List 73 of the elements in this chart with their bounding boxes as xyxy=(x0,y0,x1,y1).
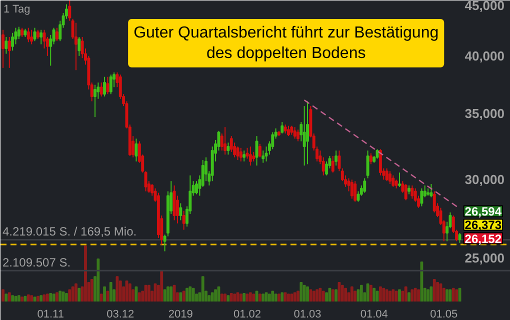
x-tick-label: 01.04 xyxy=(360,308,388,320)
candlestick xyxy=(11,32,14,52)
candlestick xyxy=(432,190,436,213)
candlestick xyxy=(280,122,284,134)
y-tick-label: 30,000 xyxy=(464,172,505,188)
y-tick-label: 35,000 xyxy=(464,106,505,121)
candlestick xyxy=(242,150,246,162)
candlestick xyxy=(350,179,354,200)
y-tick-label: 45,000 xyxy=(464,0,505,13)
candlestick xyxy=(176,195,179,224)
candlestick xyxy=(20,27,24,38)
candlestick xyxy=(8,36,11,68)
candlestick xyxy=(30,29,34,45)
candlestick xyxy=(420,188,424,207)
candlestick xyxy=(296,129,300,142)
candlestick xyxy=(430,183,433,198)
text: Guter Quartalsbericht führt zur Bestätigung des doppelten Bodens xyxy=(134,24,439,62)
candlestick xyxy=(26,27,30,43)
text: 26,152 xyxy=(464,232,502,246)
candlestick xyxy=(458,232,462,244)
candlestick xyxy=(226,142,230,156)
candlestick xyxy=(78,36,81,56)
candlestick xyxy=(40,29,43,45)
candlestick xyxy=(258,143,262,158)
candlestick xyxy=(2,29,5,68)
candlestick xyxy=(17,26,20,40)
candlestick xyxy=(363,178,366,194)
text: 26,373 xyxy=(464,218,502,232)
x-tick-label: 01.02 xyxy=(233,308,262,320)
candlestick xyxy=(179,202,182,221)
ref-line-label: 4.219.015 S. / 169,5 Mio. xyxy=(2,224,137,239)
candlestick xyxy=(248,146,252,166)
candlestick xyxy=(366,150,370,179)
candlestick xyxy=(334,150,338,166)
candlestick xyxy=(109,74,112,95)
candlestick xyxy=(252,151,256,162)
candlestick xyxy=(182,210,186,230)
candlestick xyxy=(376,148,379,160)
candlestick xyxy=(255,136,258,166)
ref-line-label: 2.109.507 S. xyxy=(2,256,71,270)
candlestick xyxy=(106,76,110,95)
candlestick xyxy=(293,126,296,140)
candlestick xyxy=(378,148,382,176)
x-tick-label: 03.12 xyxy=(106,308,134,320)
text: 26,594 xyxy=(464,204,502,219)
candlestick xyxy=(331,155,334,174)
candlestick xyxy=(36,29,40,40)
chart-subtitle: 1 Tag xyxy=(4,4,30,16)
candlestick xyxy=(94,84,96,118)
y-tick-label: 40,000 xyxy=(464,48,505,64)
candlestick xyxy=(410,184,414,200)
candlestick xyxy=(100,82,103,97)
candlestick xyxy=(4,36,8,54)
candlestick xyxy=(224,126,227,156)
candlestick xyxy=(287,125,290,137)
candlestick xyxy=(354,180,357,202)
candlestick xyxy=(392,174,395,188)
candlestick xyxy=(404,183,408,201)
x-tick-label: 2019 xyxy=(168,308,193,320)
candlestick xyxy=(369,152,372,165)
candlestick xyxy=(55,27,58,42)
x-tick-label: 01.05 xyxy=(430,308,458,320)
candlestick xyxy=(262,150,265,164)
candlestick xyxy=(74,22,78,71)
x-tick-label: 01.11 xyxy=(37,308,64,320)
x-tick-label: 01.03 xyxy=(294,308,322,320)
candlestick xyxy=(103,76,106,97)
candlestick xyxy=(306,100,309,165)
candlestick xyxy=(388,170,392,184)
candlestick xyxy=(239,147,242,162)
candlestick xyxy=(398,172,401,188)
candlestick xyxy=(385,168,388,182)
y-tick-label: 25,000 xyxy=(464,250,505,266)
